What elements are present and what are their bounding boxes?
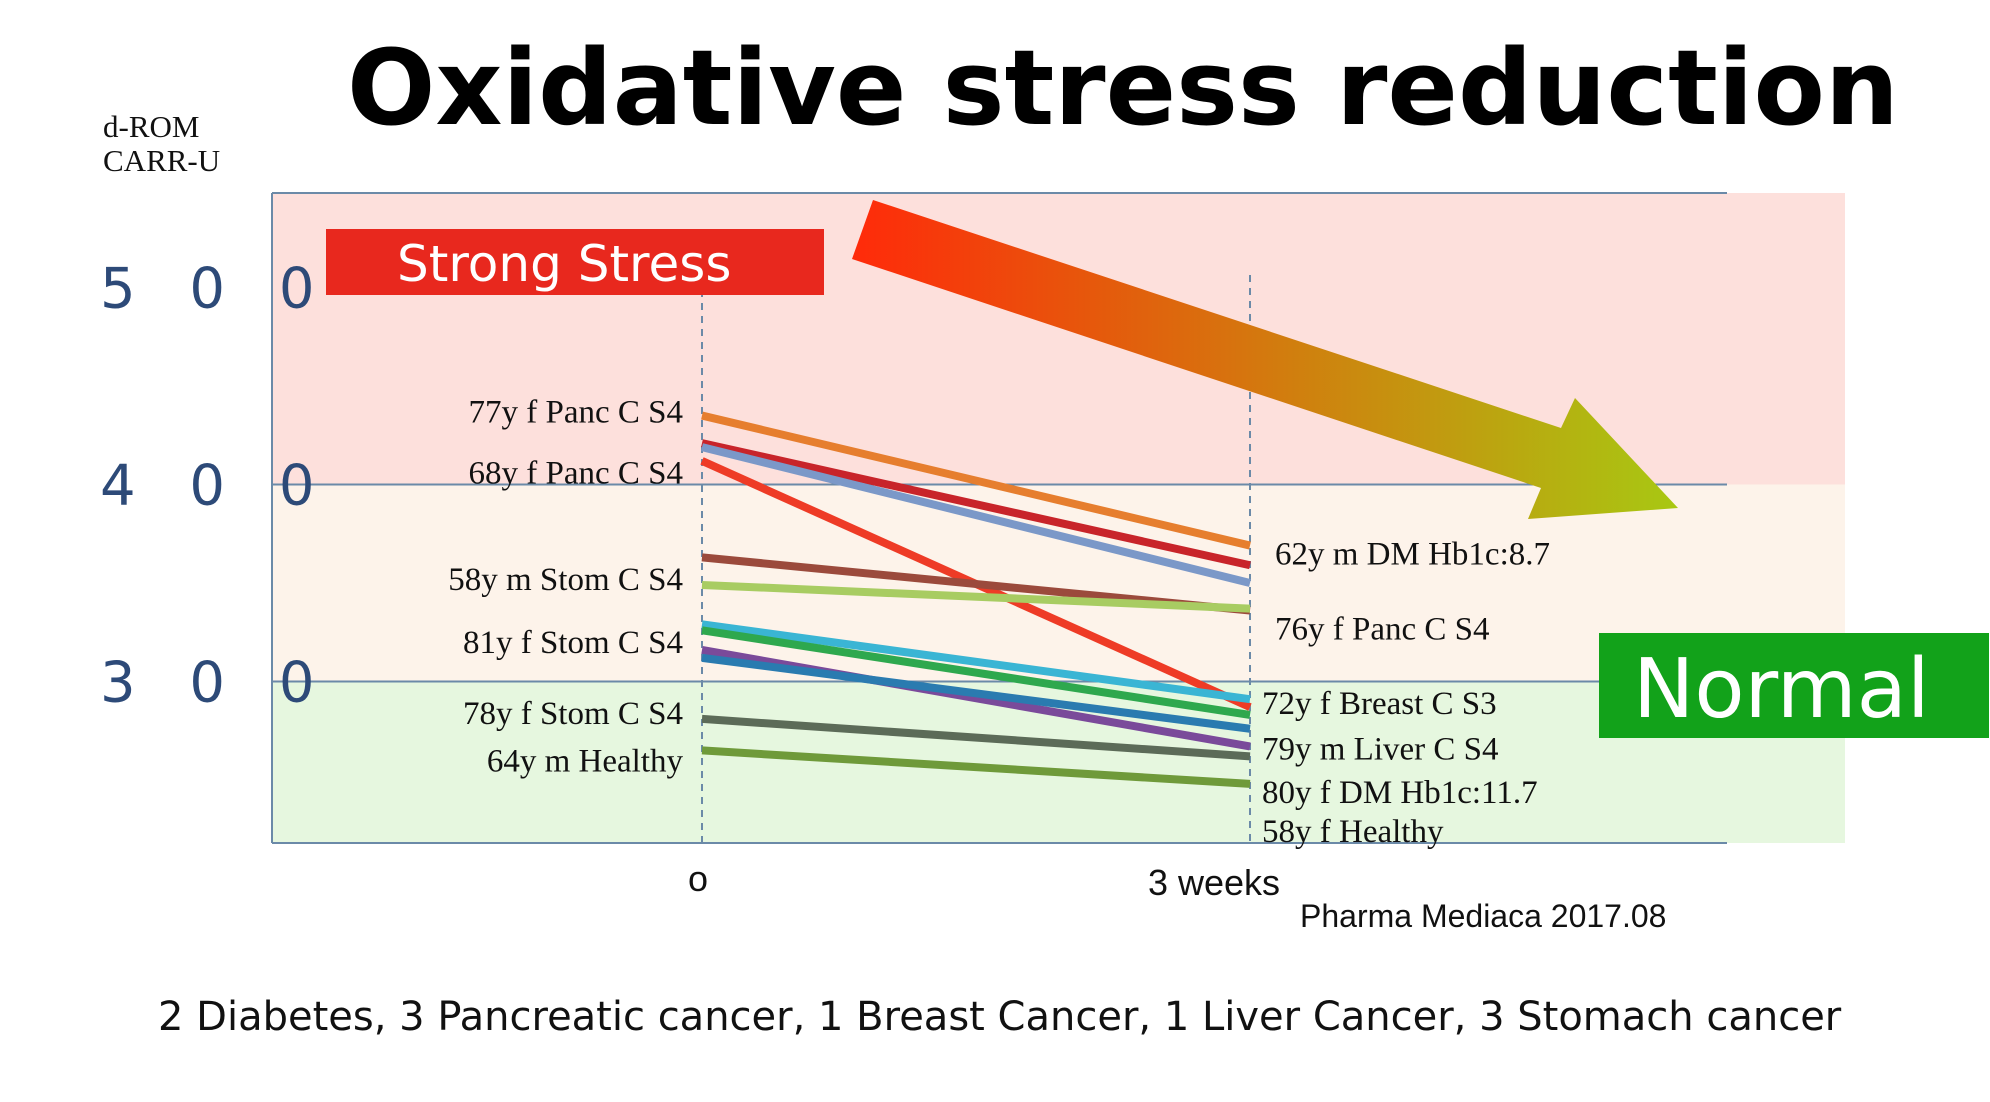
strong-stress-badge — [326, 229, 824, 295]
chart-title: Oxidative stress reduction — [347, 27, 1899, 149]
zone-band-2 — [272, 681, 1845, 843]
series-line-7 — [701, 626, 1251, 719]
series-line-0 — [701, 411, 1251, 550]
footnote: 2 Diabetes, 3 Pancreatic cancer, 1 Breas… — [158, 994, 1842, 1040]
right-annotation-4: 80y f DM Hb1c:11.7 — [1262, 775, 1538, 811]
series-line-10 — [701, 714, 1251, 761]
right-annotation-0: 62y m DM Hb1c:8.7 — [1275, 536, 1550, 572]
normal-badge — [1599, 633, 1989, 738]
x-tick-label-1: 3 weeks — [1148, 862, 1280, 903]
left-annotation-5: 64y m Healthy — [487, 743, 684, 779]
zone-band-1 — [272, 484, 1845, 682]
trend-arrow — [852, 200, 1678, 519]
left-annotation-0: 77y f Panc C S4 — [469, 395, 684, 431]
series-line-9 — [701, 653, 1251, 733]
zone-bands — [272, 193, 1845, 843]
right-annotation-3: 79y m Liver C S4 — [1262, 731, 1499, 767]
y-tick-label-400: 4 0 0 — [100, 454, 333, 519]
series-line-5 — [701, 580, 1251, 613]
series-line-2 — [701, 443, 1251, 587]
right-annotation-2: 72y f Breast C S3 — [1262, 686, 1497, 722]
left-annotation-2: 58y m Stom C S4 — [448, 562, 683, 598]
series-line-1 — [701, 439, 1251, 570]
right-annotations: 62y m DM Hb1c:8.7 76y f Panc C S4 72y f Br… — [1262, 536, 1550, 850]
x-tick-label-0: o — [688, 858, 708, 899]
y-axis-label-line-1: d-ROM — [103, 109, 199, 144]
normal-label: Normal — [1633, 642, 1930, 737]
y-tick-label-300: 3 0 0 — [100, 650, 333, 715]
left-annotation-3: 81y f Stom C S4 — [463, 625, 683, 661]
right-annotation-1: 76y f Panc C S4 — [1275, 611, 1490, 647]
series-line-11 — [701, 746, 1251, 788]
left-annotation-1: 68y f Panc C S4 — [469, 456, 684, 492]
left-annotation-4: 78y f Stom C S4 — [463, 696, 683, 732]
series-line-6 — [701, 620, 1251, 704]
strong-stress-label: Strong Stress — [397, 235, 731, 293]
y-axis-label-line-2: CARR-U — [103, 143, 220, 178]
left-annotations: 77y f Panc C S4 68y f Panc C S4 58y m Stom… — [448, 395, 683, 780]
series — [700, 411, 1252, 788]
source-note: Pharma Mediaca 2017.08 — [1300, 898, 1666, 934]
y-ticks: 5 0 0 4 0 0 3 0 0 — [100, 257, 333, 716]
y-tick-label-500: 5 0 0 — [100, 257, 333, 322]
right-annotation-5: 58y f Healthy — [1262, 814, 1444, 850]
